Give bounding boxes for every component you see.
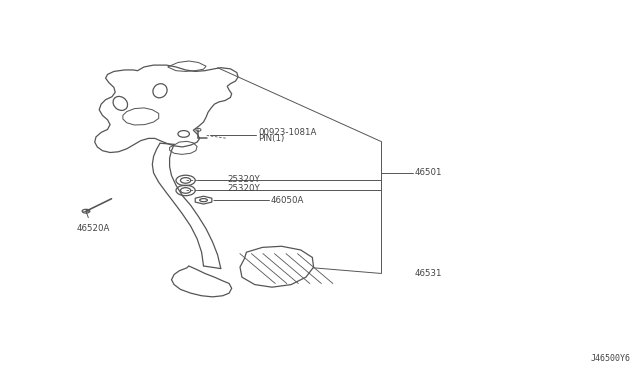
Text: 46501: 46501	[415, 169, 442, 177]
Text: PIN(1): PIN(1)	[258, 134, 284, 143]
Text: J46500Y6: J46500Y6	[590, 354, 630, 363]
Text: 46050A: 46050A	[270, 196, 303, 205]
Text: 00923-1081A: 00923-1081A	[258, 128, 316, 137]
Text: 25320Y: 25320Y	[227, 185, 260, 193]
Text: 25320Y: 25320Y	[227, 175, 260, 184]
Text: 46531: 46531	[415, 269, 442, 278]
Text: 46520A: 46520A	[77, 224, 110, 233]
